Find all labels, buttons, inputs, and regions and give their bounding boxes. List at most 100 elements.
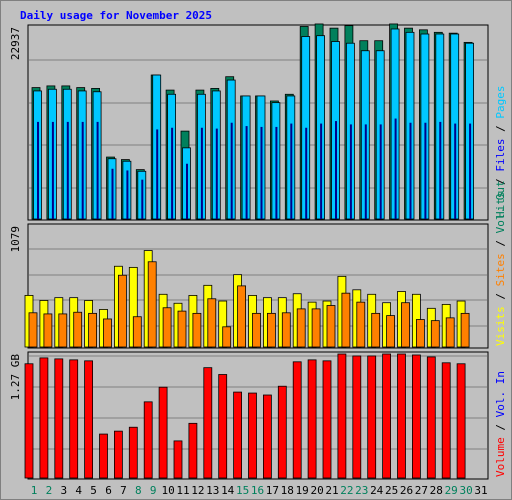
legend-separator: / bbox=[494, 233, 507, 253]
bar-volume-day-24 bbox=[367, 355, 377, 479]
x-tick-label-4: 4 bbox=[75, 484, 82, 497]
x-tick-label-19: 19 bbox=[296, 484, 309, 497]
bar-sites-day-20 bbox=[311, 308, 321, 348]
x-tick-label-1: 1 bbox=[31, 484, 38, 497]
bar-volume-day-22 bbox=[337, 353, 347, 479]
x-tick-label-20: 20 bbox=[310, 484, 323, 497]
bar-volume-day-18 bbox=[277, 385, 287, 479]
bar-pages-day-3 bbox=[66, 121, 69, 219]
y-axis-max-label-visitors: 1079 bbox=[9, 226, 22, 253]
bar-volume-day-8 bbox=[128, 426, 138, 479]
legend-entry-hits: Hits bbox=[494, 192, 507, 219]
bar-sites-day-28 bbox=[430, 320, 440, 348]
bar-volume-day-30 bbox=[456, 363, 466, 479]
bar-pages-day-22 bbox=[349, 124, 352, 219]
bar-volume-day-11 bbox=[173, 440, 183, 479]
legend-separator: / bbox=[494, 417, 507, 437]
bar-sites-day-4 bbox=[73, 311, 83, 348]
bar-pages-day-27 bbox=[424, 122, 427, 219]
x-tick-label-30: 30 bbox=[459, 484, 472, 497]
bar-volume-day-1 bbox=[24, 363, 34, 479]
legend-entry-volume: Volume bbox=[494, 437, 507, 477]
bar-pages-day-9 bbox=[156, 129, 159, 219]
bar-sites-day-30 bbox=[460, 312, 470, 348]
bar-volume-day-20 bbox=[307, 359, 317, 479]
bar-pages-day-2 bbox=[51, 121, 54, 219]
bar-sites-day-21 bbox=[326, 305, 336, 348]
bar-sites-day-12 bbox=[192, 312, 202, 348]
x-tick-label-29: 29 bbox=[445, 484, 458, 497]
x-tick-label-6: 6 bbox=[105, 484, 112, 497]
bar-pages-day-13 bbox=[215, 128, 218, 219]
bar-pages-day-29 bbox=[454, 123, 457, 219]
bar-sites-day-14 bbox=[222, 326, 232, 348]
x-tick-label-28: 28 bbox=[430, 484, 443, 497]
bar-volume-day-6 bbox=[99, 433, 108, 479]
bar-pages-day-28 bbox=[439, 121, 442, 219]
x-tick-label-10: 10 bbox=[161, 484, 174, 497]
legend-entry-files: Files bbox=[494, 139, 507, 172]
bar-sites-day-15 bbox=[237, 285, 247, 348]
bar-pages-day-25 bbox=[394, 118, 397, 219]
legend-separator: / bbox=[494, 286, 507, 306]
bar-sites-day-1 bbox=[28, 312, 38, 348]
x-tick-label-24: 24 bbox=[370, 484, 384, 497]
bar-sites-day-13 bbox=[207, 298, 217, 348]
bar-volume-day-26 bbox=[397, 353, 406, 479]
bar-sites-day-24 bbox=[371, 312, 381, 348]
x-tick-label-18: 18 bbox=[281, 484, 294, 497]
bar-sites-day-17 bbox=[266, 312, 276, 348]
bar-sites-day-23 bbox=[356, 301, 366, 348]
bar-sites-day-7 bbox=[118, 274, 127, 348]
x-tick-label-8: 8 bbox=[135, 484, 142, 497]
bar-volume-day-15 bbox=[233, 391, 243, 479]
x-tick-label-26: 26 bbox=[400, 484, 413, 497]
bar-sites-day-26 bbox=[401, 302, 410, 348]
bar-volume-day-17 bbox=[262, 394, 272, 479]
x-tick-label-7: 7 bbox=[120, 484, 127, 497]
bar-volume-day-10 bbox=[158, 386, 168, 479]
x-tick-label-27: 27 bbox=[415, 484, 428, 497]
x-tick-label-17: 17 bbox=[266, 484, 279, 497]
x-tick-label-31: 31 bbox=[474, 484, 487, 497]
y-axis-max-label-volume: 1.27 GB bbox=[9, 354, 22, 401]
x-tick-label-21: 21 bbox=[325, 484, 338, 497]
bar-pages-day-26 bbox=[409, 122, 412, 219]
bar-pages-day-14 bbox=[230, 122, 233, 219]
bar-pages-day-17 bbox=[275, 126, 278, 219]
x-tick-label-5: 5 bbox=[90, 484, 97, 497]
x-tick-label-11: 11 bbox=[176, 484, 189, 497]
bar-pages-day-24 bbox=[379, 124, 382, 219]
bar-sites-day-2 bbox=[43, 313, 53, 348]
bar-volume-day-12 bbox=[188, 422, 198, 479]
bar-pages-day-15 bbox=[245, 126, 248, 219]
bar-volume-day-5 bbox=[84, 360, 93, 479]
legend-separator: / bbox=[494, 119, 507, 139]
bar-pages-day-30 bbox=[469, 123, 472, 219]
x-tick-label-14: 14 bbox=[221, 484, 235, 497]
legend-traffic: Hits / Files / Pages bbox=[494, 86, 507, 219]
bar-volume-day-13 bbox=[203, 367, 213, 479]
bar-volume-day-9 bbox=[143, 401, 153, 479]
bar-sites-day-10 bbox=[162, 307, 172, 348]
bar-sites-day-29 bbox=[445, 317, 455, 348]
x-tick-label-9: 9 bbox=[150, 484, 157, 497]
bar-sites-day-8 bbox=[132, 316, 142, 348]
bar-pages-day-11 bbox=[186, 163, 188, 219]
bar-sites-day-18 bbox=[281, 312, 291, 348]
chart-title: Daily usage for November 2025 bbox=[20, 9, 213, 22]
bar-pages-day-19 bbox=[305, 127, 308, 219]
y-axis-max-label-traffic: 22937 bbox=[9, 27, 22, 60]
bar-volume-day-7 bbox=[114, 430, 123, 479]
bar-pages-day-20 bbox=[320, 123, 323, 219]
x-tick-label-23: 23 bbox=[355, 484, 368, 497]
x-tick-label-2: 2 bbox=[46, 484, 53, 497]
bar-sites-day-19 bbox=[296, 308, 306, 348]
bar-volume-day-19 bbox=[292, 361, 302, 479]
bar-pages-day-18 bbox=[290, 123, 293, 219]
bar-sites-day-16 bbox=[252, 312, 261, 348]
bar-pages-day-6 bbox=[111, 168, 114, 219]
bar-pages-day-12 bbox=[200, 127, 203, 219]
bar-sites-day-5 bbox=[88, 312, 97, 348]
bar-pages-day-16 bbox=[260, 126, 263, 219]
